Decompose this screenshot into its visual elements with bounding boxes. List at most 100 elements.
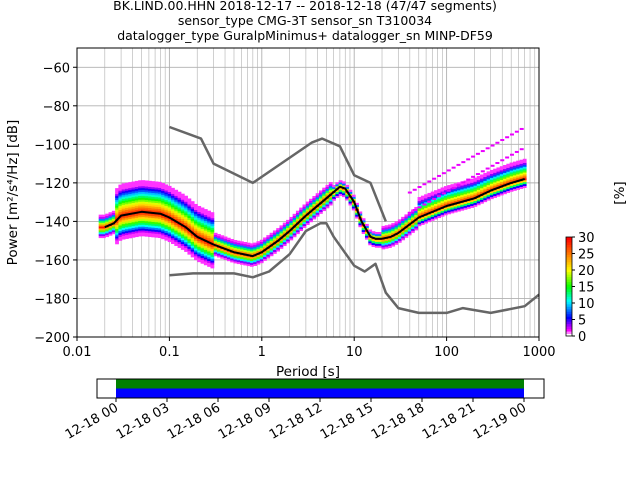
heat-cell bbox=[164, 203, 169, 206]
heat-cell bbox=[503, 188, 507, 191]
heat-cell bbox=[414, 224, 419, 227]
heat-cell bbox=[496, 182, 501, 186]
heat-cell bbox=[124, 232, 129, 236]
heat-cell bbox=[128, 230, 133, 233]
heat-cell bbox=[381, 245, 386, 248]
heat-cell bbox=[141, 222, 146, 225]
heat-cell bbox=[407, 221, 412, 224]
heat-cell bbox=[138, 232, 142, 235]
heat-cell bbox=[180, 237, 185, 241]
heat-cell bbox=[457, 186, 461, 189]
heat-cell bbox=[148, 194, 152, 197]
heat-cell bbox=[473, 200, 478, 203]
heat-cell bbox=[309, 202, 313, 205]
heat-cell bbox=[98, 224, 103, 227]
colorbar-segment bbox=[566, 313, 572, 317]
colorbar-segment bbox=[566, 281, 572, 285]
heat-cell bbox=[325, 200, 330, 203]
heat-cell bbox=[240, 250, 244, 254]
heat-cell bbox=[417, 214, 422, 217]
heat-cell bbox=[124, 192, 129, 195]
heat-cell bbox=[266, 244, 271, 247]
heat-cell bbox=[466, 191, 471, 194]
heat-cell bbox=[213, 238, 218, 241]
heat-cell bbox=[446, 169, 451, 172]
colorbar-segment bbox=[566, 291, 572, 295]
heat-cell bbox=[351, 208, 356, 211]
heat-cell bbox=[451, 166, 456, 169]
heat-cell bbox=[450, 199, 455, 202]
heat-cell bbox=[430, 214, 435, 217]
heat-cell bbox=[138, 189, 142, 193]
heat-cell bbox=[154, 204, 159, 207]
heat-cell bbox=[187, 215, 192, 219]
heat-cell bbox=[368, 241, 373, 244]
heat-cell bbox=[167, 191, 172, 194]
heat-cell bbox=[447, 192, 451, 196]
heat-cell bbox=[121, 223, 126, 227]
heat-cell bbox=[391, 240, 396, 243]
heat-cell bbox=[519, 163, 524, 166]
heat-cell bbox=[207, 224, 211, 227]
heat-cell bbox=[404, 227, 409, 231]
heat-cell bbox=[516, 177, 521, 181]
heat-cell bbox=[516, 176, 521, 179]
heat-cell bbox=[134, 219, 139, 222]
heat-cell bbox=[118, 225, 123, 228]
heat-cell bbox=[328, 191, 333, 194]
heat-cell bbox=[424, 221, 428, 224]
heat-cell bbox=[493, 170, 497, 173]
heat-cell bbox=[128, 232, 133, 235]
heat-cell bbox=[519, 180, 524, 184]
window-tick-label: 12-18 00 bbox=[63, 400, 121, 442]
heat-cell bbox=[220, 250, 225, 253]
heat-cell bbox=[203, 263, 208, 266]
heat-cell bbox=[111, 212, 116, 215]
heat-cell bbox=[105, 229, 110, 232]
heat-cell bbox=[134, 225, 139, 228]
heat-cell bbox=[174, 210, 179, 214]
heat-cell bbox=[207, 247, 211, 250]
heat-cell bbox=[447, 186, 451, 190]
heat-cell bbox=[443, 211, 448, 214]
heat-cell bbox=[249, 264, 254, 267]
heat-cell bbox=[105, 230, 110, 234]
heat-cell bbox=[374, 245, 379, 248]
heat-cell bbox=[187, 248, 192, 251]
heat-cell bbox=[144, 199, 149, 202]
heat-cell bbox=[151, 188, 156, 192]
heat-cell bbox=[325, 190, 330, 193]
heat-cell bbox=[148, 186, 152, 189]
heat-cell bbox=[453, 204, 458, 207]
heat-cell bbox=[187, 210, 192, 213]
heat-cell bbox=[417, 206, 422, 209]
heat-cell bbox=[210, 231, 215, 234]
heat-cell bbox=[230, 246, 234, 249]
heat-cell bbox=[417, 210, 422, 213]
heat-cell bbox=[414, 222, 419, 225]
heat-cell bbox=[417, 212, 422, 215]
heat-cell bbox=[328, 199, 333, 202]
heat-cell bbox=[259, 260, 264, 264]
heat-cell bbox=[430, 191, 435, 194]
heat-cell bbox=[141, 201, 146, 204]
heat-cell bbox=[246, 248, 251, 251]
heat-cell bbox=[312, 213, 317, 216]
heat-cell bbox=[138, 187, 142, 191]
window-tick-label: 12-18 03 bbox=[114, 400, 172, 442]
window-tick-label: 12-18 09 bbox=[216, 400, 274, 442]
heat-cell bbox=[210, 252, 215, 255]
heat-cell bbox=[503, 170, 507, 173]
heat-cell bbox=[512, 175, 517, 178]
heat-cell bbox=[128, 220, 133, 223]
window-tick-label: 12-18 12 bbox=[267, 400, 325, 442]
heat-cell bbox=[197, 242, 202, 245]
heat-cell bbox=[174, 226, 179, 229]
heat-cell bbox=[194, 254, 198, 257]
heat-cell bbox=[453, 189, 458, 192]
heat-cell bbox=[164, 234, 169, 237]
heat-cell bbox=[512, 186, 517, 189]
heat-cell bbox=[457, 195, 461, 199]
heat-cell bbox=[460, 189, 465, 192]
heat-cell bbox=[190, 253, 195, 256]
